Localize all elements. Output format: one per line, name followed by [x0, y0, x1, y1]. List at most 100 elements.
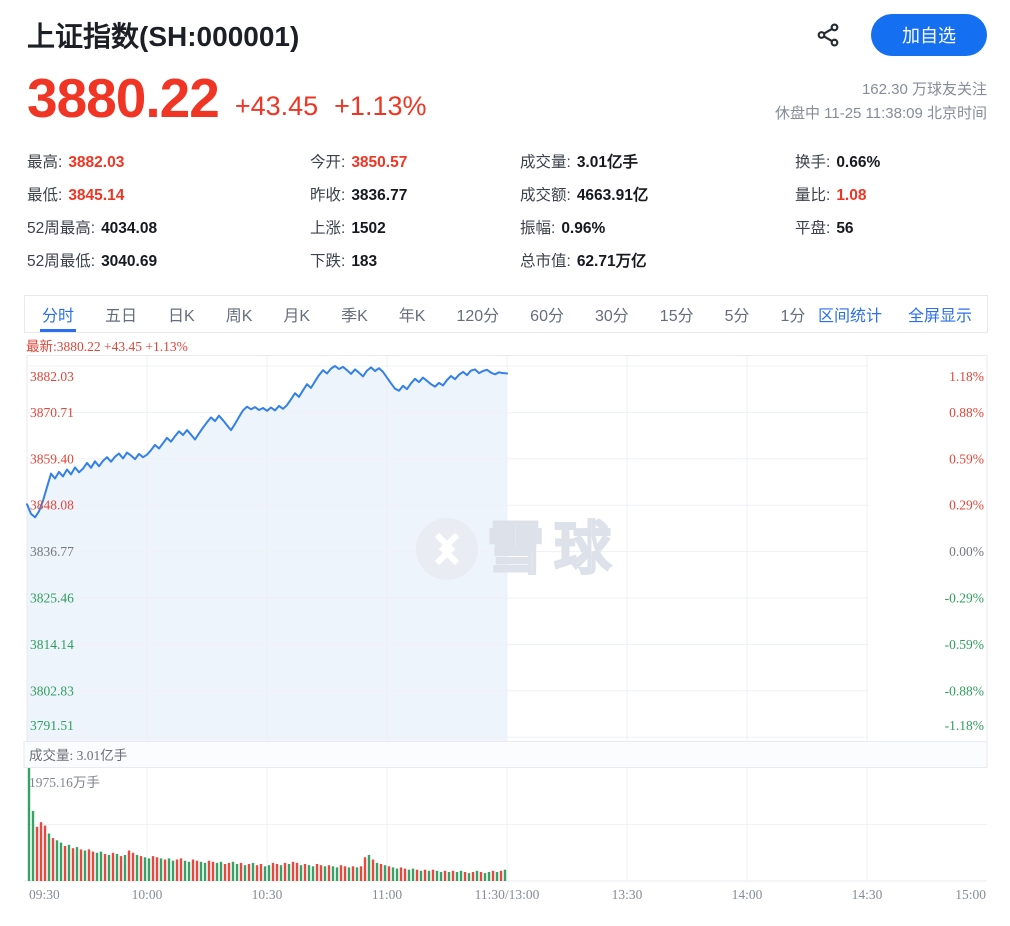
period-tab-8[interactable]: 60分 — [530, 308, 564, 325]
volume-bar — [159, 858, 163, 881]
volume-bar — [115, 853, 119, 881]
volume-bar — [267, 865, 271, 881]
volume-bar — [287, 864, 291, 881]
volume-bar — [391, 867, 395, 881]
period-tab-10[interactable]: 15分 — [659, 308, 694, 325]
volume-bar — [367, 855, 371, 881]
period-tabs: 分时 五日 日K 周K 月K 季K 年K 120分 60分 30分 15分 5分 1分 — [40, 296, 807, 332]
period-tabbar: 分时 五日 日K 周K 月K 季K 年K 120分 60分 30分 15分 5分 1分 区间统计 全屏显… — [24, 295, 988, 333]
stats-grid: 最高: 3882.03 今开: 3850.57 成交量: 3.01亿手 换手: 0.66% 最低… — [27, 146, 987, 278]
volume-bar — [147, 858, 151, 881]
stat-cell: 成交量: 3.01亿手 — [520, 146, 795, 179]
add-watchlist-button[interactable]: 加自选 — [871, 14, 987, 56]
volume-axis-max-label: 1975.16万手 — [29, 775, 100, 790]
stat-label: 52周最低: — [27, 253, 96, 270]
watermark-logo-mark — [434, 532, 456, 566]
time-axis-label: 15:00 — [955, 887, 986, 902]
stat-value: 183 — [351, 253, 378, 270]
period-tab-12[interactable]: 1分 — [780, 308, 806, 325]
volume-bar — [231, 861, 235, 881]
volume-bar — [235, 864, 239, 881]
period-tab-2[interactable]: 日K — [168, 308, 195, 325]
volume-bar — [295, 862, 299, 881]
volume-bar — [31, 810, 35, 881]
stat-cell: 今开: 3850.57 — [310, 146, 520, 179]
stat-label: 最低: — [27, 187, 63, 204]
period-tab-11[interactable]: 5分 — [724, 308, 750, 325]
volume-bar — [103, 853, 107, 881]
volume-bar — [403, 868, 407, 881]
stat-cell: 总市值: 62.71万亿 — [520, 245, 795, 278]
period-tab-5[interactable]: 季K — [341, 308, 368, 325]
stat-cell: 量比: 1.08 — [795, 179, 987, 212]
volume-bar — [215, 862, 219, 881]
volume-bar — [371, 859, 375, 881]
volume-bar — [275, 864, 279, 881]
volume-bar — [139, 856, 143, 881]
volume-bar — [219, 861, 223, 881]
volume-bar — [91, 851, 95, 881]
period-tab-0[interactable]: 分时 — [40, 296, 76, 332]
period-tab-1[interactable]: 五日 — [105, 308, 138, 325]
stat-value: 56 — [836, 220, 854, 237]
volume-bar — [119, 856, 123, 881]
volume-bar — [187, 861, 191, 881]
volume-bar — [415, 869, 419, 881]
volume-bar — [459, 870, 463, 881]
volume-bar — [195, 860, 199, 881]
volume-bar — [83, 850, 87, 881]
volume-bar — [35, 826, 39, 881]
period-tab-4[interactable]: 月K — [283, 308, 311, 325]
volume-bar — [79, 849, 83, 881]
volume-bar — [167, 858, 171, 881]
stat-cell: 成交额: 4663.91亿 — [520, 179, 795, 212]
volume-bar — [123, 855, 127, 881]
volume-bar — [411, 868, 415, 881]
volume-bar — [483, 873, 487, 881]
time-axis-label: 10:00 — [132, 887, 163, 902]
volume-bar — [271, 862, 275, 881]
fullscreen-link[interactable]: 全屏显示 — [907, 308, 972, 325]
volume-bar — [131, 852, 135, 882]
range-stats-link[interactable]: 区间统计 — [817, 308, 882, 325]
volume-bar — [163, 859, 167, 881]
price-axis-label: 3870.71 — [30, 405, 74, 420]
stat-cell: 52周最高: 4034.08 — [27, 212, 310, 245]
stat-cell: 昨收: 3836.77 — [310, 179, 520, 212]
volume-bar — [343, 866, 347, 881]
time-axis-label: 10:30 — [252, 887, 283, 902]
volume-bar — [467, 873, 471, 881]
volume-bar — [363, 857, 367, 881]
volume-header-row — [23, 741, 988, 768]
stat-value: 3.01亿手 — [576, 154, 638, 171]
stat-cell: 下跌: 183 — [310, 245, 520, 278]
stat-label: 成交量: — [520, 154, 571, 171]
current-price: 3880.22 — [27, 67, 220, 129]
volume-bar — [107, 855, 111, 881]
followers-count: 162.30 万球友关注 — [861, 81, 987, 98]
volume-bar — [39, 822, 43, 881]
volume-bar — [51, 838, 55, 881]
volume-bar — [211, 861, 215, 881]
period-tab-3[interactable]: 周K — [225, 308, 253, 325]
period-tab-7[interactable]: 120分 — [456, 308, 500, 325]
volume-bar — [55, 840, 59, 881]
volume-bar — [71, 848, 75, 881]
share-icon[interactable] — [815, 22, 841, 48]
period-tab-6[interactable]: 年K — [398, 308, 426, 325]
volume-bar — [27, 768, 31, 881]
volume-bar — [463, 872, 467, 881]
volume-bar — [203, 862, 207, 881]
volume-bar — [455, 872, 459, 881]
volume-bar — [127, 850, 131, 881]
volume-bar — [431, 869, 435, 881]
volume-bar — [111, 852, 115, 882]
period-tab-9[interactable]: 30分 — [594, 308, 629, 325]
price-axis-label: 3814.14 — [30, 637, 74, 652]
stat-value: 62.71万亿 — [576, 253, 647, 270]
stat-cell: 最高: 3882.03 — [27, 146, 310, 179]
volume-bar — [279, 865, 283, 881]
volume-bar — [291, 861, 295, 881]
stat-value: 0.66% — [836, 154, 881, 171]
